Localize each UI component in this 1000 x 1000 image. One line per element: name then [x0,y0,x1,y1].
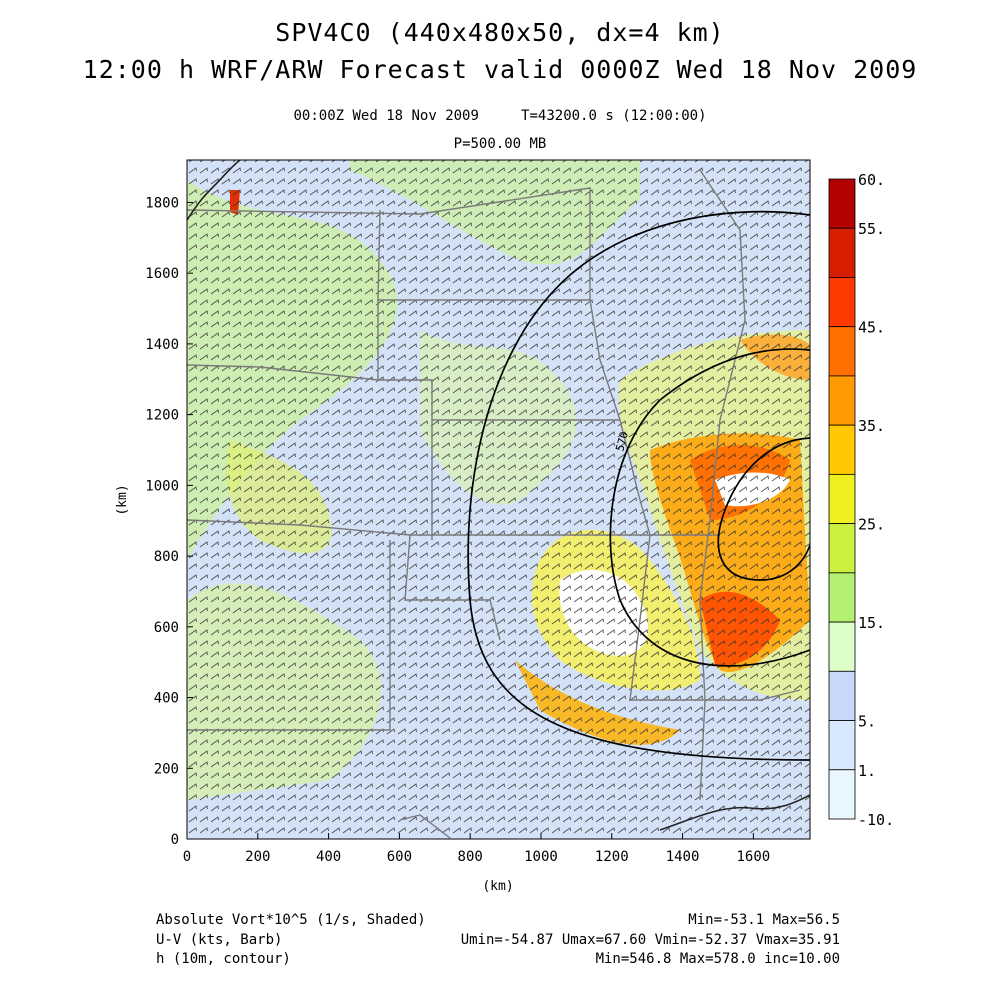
colorbar-swatch [828,277,856,328]
x-tick-label: 1200 [595,849,629,865]
colorbar-label: 15. [858,614,885,632]
x-tick-label: 400 [316,849,341,865]
field1-stats: Min=-53.1 Max=56.5 [688,912,840,928]
x-tick-label: 800 [458,849,483,865]
colorbar-swatch [828,670,856,721]
field1-name: Absolute Vort*10^5 (1/s, Shaded) [156,912,426,928]
colorbar-swatch [828,227,856,278]
vorticity-shading [187,160,810,839]
x-tick-label: 1600 [737,849,771,865]
colorbar-swatch [828,621,856,672]
colorbar-swatch [828,424,856,475]
plot-title-line2: 12:00 h WRF/ARW Forecast valid 0000Z Wed… [82,55,918,84]
colorbar-label: 55. [858,220,885,238]
colorbar-swatch [828,326,856,377]
y-axis: 0 200 400 600 800 1000 1200 1400 1600 1800 [145,195,193,848]
colorbar-label: 60. [858,171,885,189]
colorbar-swatch [828,720,856,771]
y-tick-label: 800 [154,549,179,565]
field2-name: U-V (kts, Barb) [156,932,283,948]
y-tick-label: 200 [154,761,179,777]
y-tick-label: 600 [154,620,179,636]
plot-frame [186,159,811,840]
x-axis-label: (km) [482,879,513,894]
colorbar-label: 45. [858,319,885,337]
y-axis-label: (km) [115,484,130,515]
map-plot: 570 0 200 400 600 800 1000 1200 1400 1600 0 200 40… [115,159,894,894]
colorbar-label: -10. [858,811,894,829]
colorbar-swatch [828,523,856,574]
colorbar-swatch [828,473,856,525]
pressure-level: P=500.00 MB [453,136,547,152]
y-tick-label: 1200 [145,408,179,424]
field2-stats: Umin=-54.87 Umax=67.60 Vmin=-52.37 Vmax=… [460,932,840,948]
y-tick-label: 1600 [145,266,179,282]
colorbar-swatch [828,572,856,623]
colorbar-label: 35. [858,417,885,435]
x-tick-label: 1400 [666,849,700,865]
y-tick-label: 1400 [145,337,179,353]
y-tick-label: 1000 [145,478,179,494]
y-tick-label: 400 [154,691,179,707]
field3-stats: Min=546.8 Max=578.0 inc=10.00 [595,951,840,967]
x-axis: 0 200 400 600 800 1000 1200 1400 1600 [183,833,770,865]
x-tick-label: 1000 [524,849,558,865]
colorbar-label: 5. [858,713,876,731]
contour-label: 570 [613,430,631,453]
colorbar-swatch [828,375,856,426]
valid-time-line: 00:00Z Wed 18 Nov 2009 T=43200.0 s (12:0… [293,108,707,124]
y-tick-label: 0 [171,832,179,848]
plot-title-line1: SPV4C0 (440x480x50, dx=4 km) [275,18,725,47]
x-tick-label: 0 [183,849,191,865]
colorbar-label: 25. [858,516,885,534]
colorbar-swatch [828,769,856,820]
colorbar: 60. 55. 45. 35. 25. 15. 5. 1. -10. [828,171,894,829]
x-tick-label: 600 [387,849,412,865]
field3-name: h (10m, contour) [156,951,291,967]
y-tick-label: 1800 [145,195,179,211]
colorbar-label: 1. [858,762,876,780]
x-tick-label: 200 [245,849,270,865]
colorbar-swatch [828,178,856,229]
